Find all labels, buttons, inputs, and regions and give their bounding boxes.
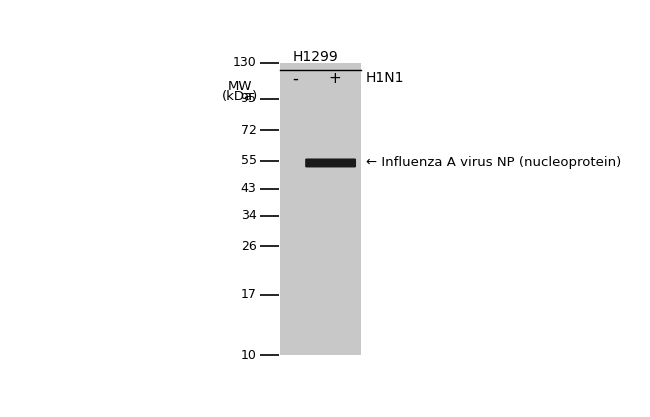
Text: ← Influenza A virus NP (nucleoprotein): ← Influenza A virus NP (nucleoprotein) bbox=[366, 156, 621, 169]
Text: -: - bbox=[292, 69, 298, 87]
Bar bbox=[280, 63, 361, 355]
FancyBboxPatch shape bbox=[305, 158, 356, 168]
Text: 72: 72 bbox=[240, 124, 257, 137]
Text: 10: 10 bbox=[240, 349, 257, 362]
Text: MW: MW bbox=[227, 80, 252, 93]
Text: 43: 43 bbox=[240, 182, 257, 196]
Text: 17: 17 bbox=[240, 288, 257, 301]
Text: 95: 95 bbox=[240, 92, 257, 105]
Text: 26: 26 bbox=[240, 240, 257, 253]
Text: 34: 34 bbox=[240, 209, 257, 222]
Text: H1299: H1299 bbox=[292, 50, 339, 65]
Text: H1N1: H1N1 bbox=[366, 71, 404, 85]
Text: 130: 130 bbox=[233, 56, 257, 69]
Text: +: + bbox=[328, 71, 341, 86]
Text: (kDa): (kDa) bbox=[222, 90, 258, 103]
Text: 55: 55 bbox=[240, 154, 257, 167]
